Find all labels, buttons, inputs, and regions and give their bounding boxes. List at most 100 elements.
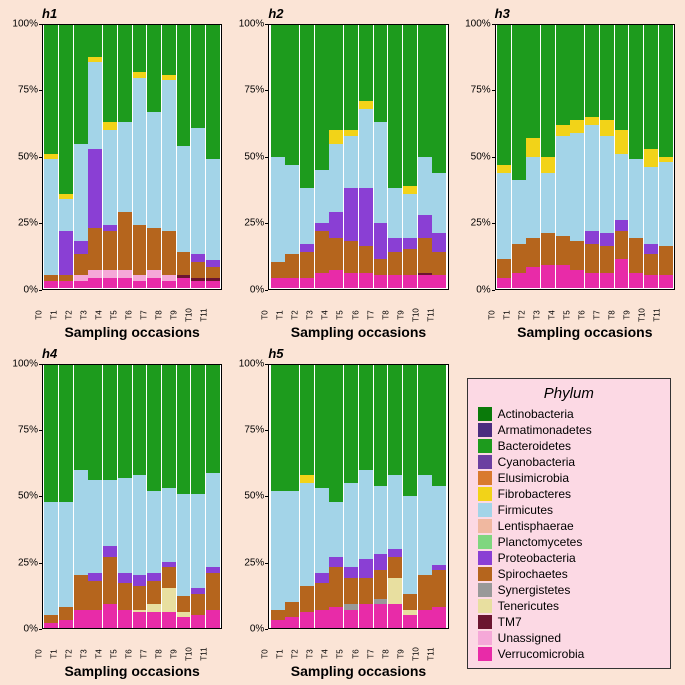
x-axis: T0T1T2T3T4T5T6T7T8T9T10T11 [42,629,222,659]
segment [133,586,147,610]
segment [162,612,176,628]
legend-item: TM7 [478,614,660,630]
y-tick-label: 100% [12,19,38,30]
segment [191,254,205,262]
segment [271,491,285,610]
y-tick-label: 25% [471,218,491,229]
segment [285,254,299,278]
segment [271,278,285,289]
segment [374,604,388,628]
segment [659,25,673,157]
segment [133,25,147,72]
segment [388,275,402,288]
segment [585,244,599,273]
bar [206,365,220,629]
segment [88,573,102,581]
legend-label: Fibrobacteres [498,486,571,502]
segment [403,365,417,497]
segment [329,502,343,557]
bar [88,365,102,629]
segment [403,496,417,593]
bar [541,25,555,289]
y-tick-label: 0% [250,284,264,295]
legend-swatch [478,471,492,485]
plot-area [268,364,448,630]
bar [133,25,147,289]
legend-item: Planctomycetes [478,534,660,550]
segment [541,157,555,173]
segment [388,604,402,628]
segment [388,188,402,238]
segment [315,573,329,584]
segment [374,275,388,288]
segment [629,273,643,289]
segment [388,25,402,188]
bar [162,25,176,289]
segment [74,575,88,609]
panel-h1: h10%25%50%75%100%T0T1T2T3T4T5T6T7T8T9T10… [6,6,226,340]
segment [570,120,584,133]
segment [285,365,299,491]
bar [118,25,132,289]
y-tick-label: 25% [244,557,264,568]
segment [191,25,205,128]
segment [374,259,388,275]
segment [103,365,117,481]
segment [585,125,599,230]
x-tick-label: T11 [200,646,230,661]
bar [74,365,88,629]
segment [74,610,88,628]
segment [615,25,629,130]
bar [133,365,147,629]
segment [388,557,402,578]
segment [44,623,58,628]
y-tick-label: 50% [18,491,38,502]
segment [615,231,629,260]
segment [418,365,432,476]
segment [133,225,147,275]
legend-swatch [478,615,492,629]
segment [271,365,285,491]
y-tick-label: 25% [18,557,38,568]
segment [359,470,373,560]
bar [344,25,358,289]
segment [103,278,117,289]
y-tick-label: 25% [18,218,38,229]
segment [44,365,58,502]
legend-item: Armatimonadetes [478,422,660,438]
segment [432,252,446,276]
chart-grid: h10%25%50%75%100%T0T1T2T3T4T5T6T7T8T9T10… [0,0,685,685]
segment [300,365,314,476]
segment [118,610,132,628]
panel-title: h5 [268,346,283,361]
segment [177,596,191,612]
segment [629,238,643,272]
y-tick-label: 75% [18,424,38,435]
segment [512,273,526,289]
bar [418,365,432,629]
segment [329,212,343,238]
legend-swatch [478,583,492,597]
segment [315,273,329,289]
segment [88,228,102,270]
segment [315,365,329,489]
panel-title: h4 [42,346,57,361]
segment [300,586,314,612]
segment [344,241,358,273]
segment [432,365,446,486]
segment [88,149,102,228]
segment [118,212,132,270]
segment [147,573,161,581]
x-axis-title: Sampling occasions [42,663,222,679]
y-tick-label: 75% [471,85,491,96]
legend-label: Spirochaetes [498,566,568,582]
legend-swatch [478,455,492,469]
segment [177,146,191,251]
segment [103,231,117,271]
y-tick-label: 0% [24,284,38,295]
segment [118,583,132,609]
segment [118,573,132,584]
bar [59,365,73,629]
segment [206,281,220,289]
segment [344,365,358,484]
